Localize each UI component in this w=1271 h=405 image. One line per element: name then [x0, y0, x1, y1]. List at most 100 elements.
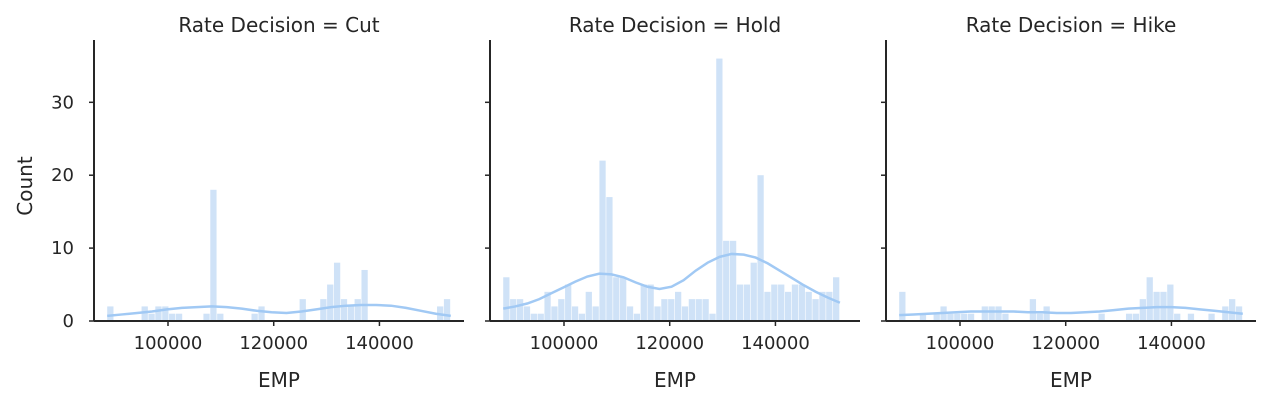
bar-hold-13 — [592, 306, 599, 321]
kde-line-cut — [107, 303, 451, 318]
bar-cut-31 — [320, 299, 327, 321]
bar-hold-3 — [523, 306, 531, 321]
bar-hike-19 — [1029, 299, 1037, 321]
bar-hold-10 — [571, 306, 579, 321]
bar-hold-22 — [654, 306, 661, 321]
bar-cut-5 — [141, 306, 148, 321]
bar-cut-49 — [443, 299, 451, 321]
bar-hike-7 — [947, 313, 954, 321]
bar-hold-35 — [743, 284, 750, 321]
bar-hike-40 — [1174, 313, 1181, 321]
bar-hold-38 — [764, 291, 771, 321]
bar-hike-15 — [1002, 313, 1009, 321]
bar-hold-41 — [784, 291, 792, 321]
bar-hold-18 — [626, 306, 634, 321]
bar-hike-42 — [1187, 313, 1195, 321]
x-tick-label-hold-140000: 140000 — [741, 333, 810, 354]
x-tick-label-hold-120000: 120000 — [635, 333, 704, 354]
bar-hold-23 — [661, 299, 668, 321]
bar-hold-26 — [681, 306, 689, 321]
bar-hike-9 — [961, 313, 968, 321]
bar-hold-15 — [606, 197, 613, 321]
bar-hold-33 — [729, 240, 737, 321]
x-tick-label-hold-100000: 100000 — [530, 333, 599, 354]
bar-cut-32 — [327, 284, 334, 321]
bar-hold-44 — [805, 291, 812, 321]
histogram-bars-hold — [503, 58, 840, 321]
bar-hike-35 — [1139, 299, 1146, 321]
bar-hold-31 — [716, 58, 723, 321]
bar-hike-47 — [1222, 306, 1229, 321]
bar-hike-5 — [933, 313, 940, 321]
bar-hike-14 — [995, 306, 1002, 321]
bar-hold-9 — [565, 284, 572, 321]
bar-hold-19 — [633, 313, 641, 321]
bar-hold-24 — [668, 299, 675, 321]
bar-hike-48 — [1229, 299, 1236, 321]
histogram-bars-cut — [107, 189, 451, 321]
axes-hold: 100000 120000 140000 — [485, 40, 860, 354]
bar-hold-32 — [723, 240, 730, 321]
bar-hike-36 — [1146, 277, 1153, 321]
bar-cut-21 — [251, 313, 258, 321]
facet-title-cut: Rate Decision = Cut — [178, 13, 379, 37]
x-tick-label-hike-120000: 120000 — [1031, 333, 1100, 354]
bar-cut-35 — [347, 306, 354, 321]
bar-hold-14 — [599, 160, 606, 321]
bar-hold-8 — [558, 299, 565, 321]
bar-hold-20 — [640, 284, 647, 321]
bar-hold-17 — [620, 277, 627, 321]
bar-hike-3 — [919, 313, 927, 321]
bar-cut-9 — [169, 313, 176, 321]
facet-title-hike: Rate Decision = Hike — [966, 13, 1177, 37]
bar-hold-48 — [833, 277, 840, 321]
bar-hold-29 — [702, 299, 709, 321]
bar-cut-22 — [258, 306, 265, 321]
bar-hike-12 — [981, 306, 988, 321]
x-tick-label-hike-100000: 100000 — [926, 333, 995, 354]
x-tick-label-hike-140000: 140000 — [1137, 333, 1206, 354]
bar-cut-36 — [354, 299, 361, 321]
bar-hold-34 — [736, 284, 744, 321]
x-axis-label-hold: EMP — [654, 368, 696, 392]
bar-cut-14 — [203, 313, 210, 321]
bar-hold-28 — [695, 299, 702, 321]
bar-cut-16 — [217, 313, 224, 321]
bar-hold-11 — [578, 313, 586, 321]
bar-hold-4 — [530, 313, 537, 321]
bar-hold-6 — [544, 291, 551, 321]
bar-hold-16 — [613, 277, 620, 321]
bar-hike-34 — [1132, 313, 1140, 321]
bar-hold-27 — [688, 299, 696, 321]
y-tick-label-20: 20 — [51, 165, 74, 186]
x-tick-label-cut-140000: 140000 — [345, 333, 414, 354]
bar-hike-20 — [1036, 313, 1043, 321]
bar-cut-10 — [175, 313, 183, 321]
axes-cut: 100000 120000 140000 0 10 20 30 — [51, 40, 464, 354]
bar-hold-47 — [826, 291, 833, 321]
bar-hold-43 — [798, 284, 805, 321]
facet-hold: Rate Decision = Hold 100000 120000 140000 … — [485, 13, 860, 392]
bar-cut-8 — [162, 306, 169, 321]
bar-cut-37 — [361, 269, 368, 321]
bar-hike-45 — [1208, 313, 1215, 321]
bar-hold-1 — [510, 299, 517, 321]
y-tick-label-30: 30 — [51, 92, 74, 113]
bar-hold-0 — [503, 277, 510, 321]
bar-hold-39 — [771, 284, 778, 321]
bar-hold-40 — [778, 284, 785, 321]
bar-cut-34 — [340, 299, 348, 321]
bar-hold-36 — [750, 262, 757, 321]
x-axis-label-hike: EMP — [1050, 368, 1092, 392]
bar-cut-7 — [155, 306, 162, 321]
facet-title-hold: Rate Decision = Hold — [569, 13, 781, 37]
y-axis-label: Count — [13, 156, 37, 216]
bar-hold-12 — [585, 291, 592, 321]
bar-hold-30 — [709, 313, 716, 321]
bar-hike-10 — [967, 313, 975, 321]
x-tick-label-cut-100000: 100000 — [134, 333, 203, 354]
bar-hike-13 — [988, 306, 995, 321]
bar-hike-33 — [1125, 313, 1133, 321]
bar-cut-15 — [210, 189, 217, 321]
